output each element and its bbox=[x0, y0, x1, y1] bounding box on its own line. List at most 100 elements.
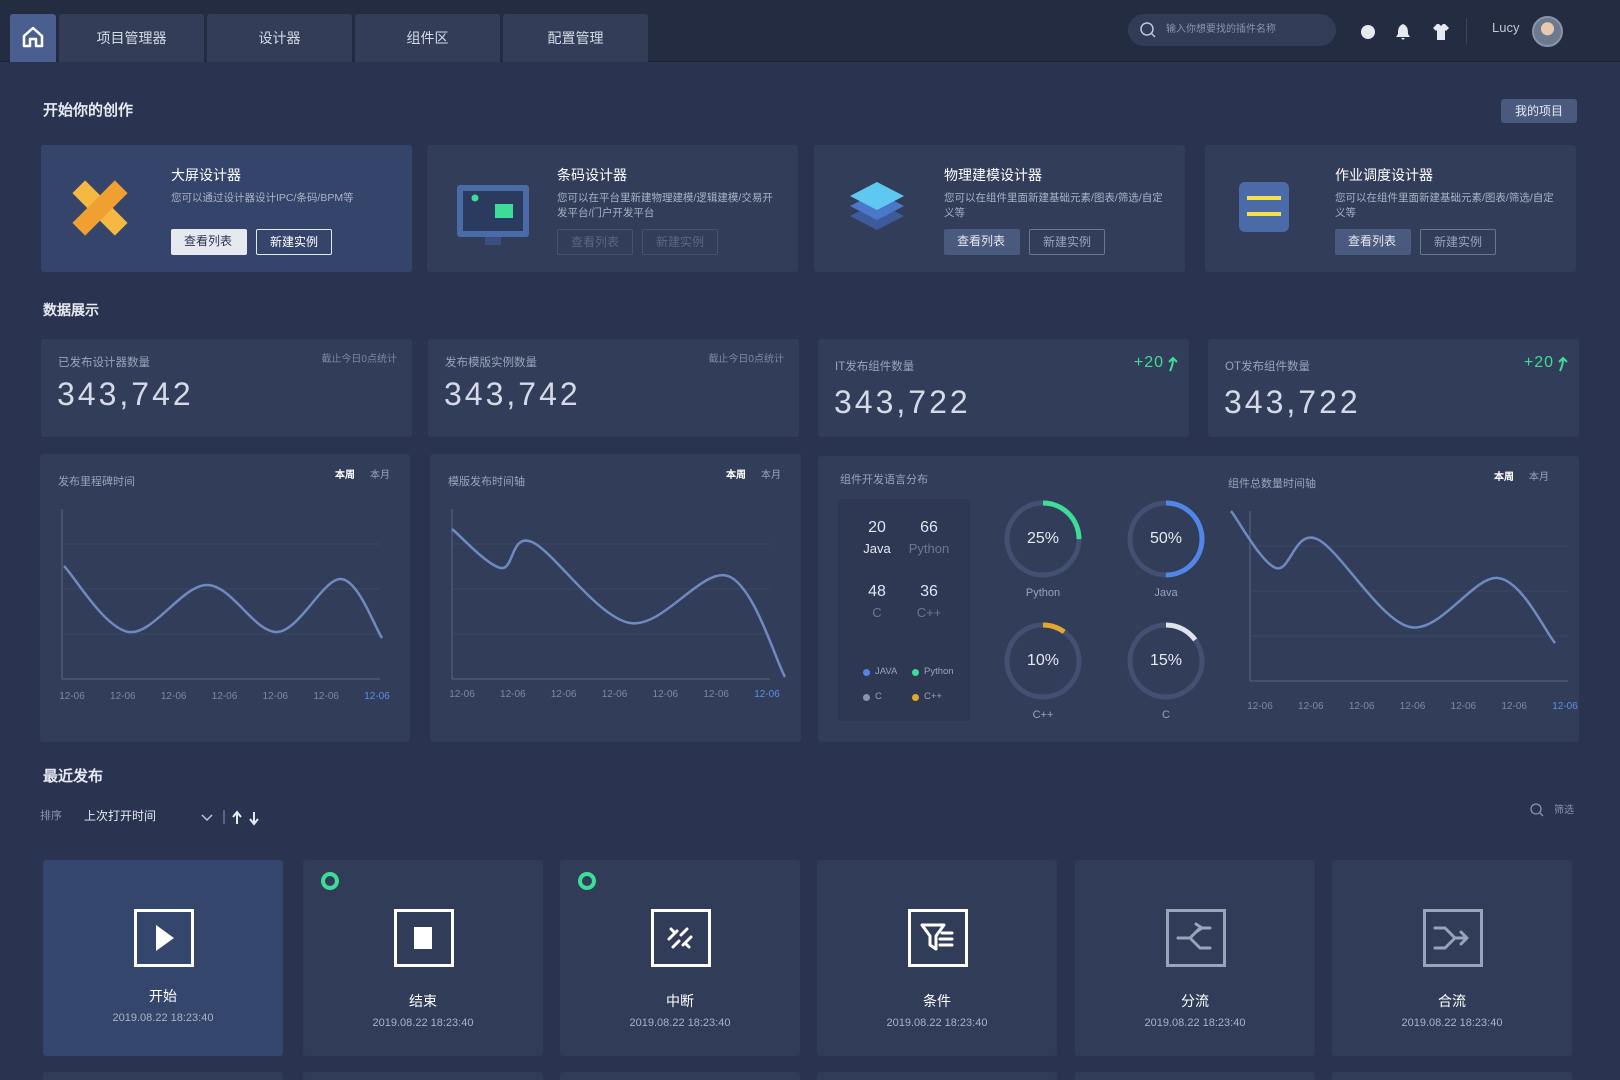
item-icon bbox=[1176, 922, 1212, 950]
card-button[interactable]: 新建实例 bbox=[1029, 229, 1105, 255]
count-name: C bbox=[872, 605, 882, 620]
x-tick-label: 12-06 bbox=[550, 689, 577, 700]
search-circle bbox=[1140, 22, 1154, 36]
card-button-label[interactable]: 新建实例 bbox=[1433, 235, 1482, 249]
recent-item-card[interactable]: 分流 2019.08.22 18:23:40 bbox=[1075, 860, 1315, 1056]
card-button-label[interactable]: 新建实例 bbox=[269, 235, 318, 249]
section-title: 开始你的创作 bbox=[43, 102, 134, 119]
nav-tab[interactable]: 项目管理器 bbox=[59, 14, 204, 62]
x-tick-label: 12-06 bbox=[449, 689, 475, 700]
legend-dot bbox=[863, 669, 870, 676]
ring-value: 25% bbox=[1026, 530, 1060, 547]
my-projects-button[interactable]: 我的项目 bbox=[1501, 99, 1577, 123]
card-title: 物理建模设计器 bbox=[944, 167, 1042, 183]
stat-note: 截止今日0点统计 bbox=[708, 354, 784, 365]
item-icon-frame bbox=[1423, 909, 1483, 967]
stat-delta: +20 bbox=[1133, 354, 1164, 371]
home-button[interactable] bbox=[10, 14, 56, 62]
sort-value[interactable]: 上次打开时间 bbox=[84, 809, 157, 823]
item-icon bbox=[667, 927, 693, 949]
nav-tab[interactable]: 组件区 bbox=[355, 14, 500, 62]
ring-value: 50% bbox=[1149, 530, 1183, 547]
card-button[interactable]: 查看列表 bbox=[944, 229, 1020, 255]
card-button[interactable]: 新建实例 bbox=[642, 229, 718, 255]
trend-line bbox=[451, 528, 787, 678]
item-name: 合流 bbox=[1438, 993, 1466, 1009]
chart-tab[interactable]: 本周 bbox=[335, 470, 355, 481]
chart-tab[interactable]: 本月 bbox=[370, 470, 390, 481]
card-button-label[interactable]: 查看列表 bbox=[956, 234, 1005, 248]
home-icon bbox=[22, 26, 44, 48]
stat-value: 343,742 bbox=[57, 376, 194, 412]
card-desc: 您可以在组件里面新建基础元素/图表/筛选/自定义等 bbox=[1335, 192, 1554, 219]
legend-dot bbox=[912, 669, 919, 676]
recent-item-card[interactable]: 中断 2019.08.22 18:23:40 bbox=[560, 860, 800, 1056]
item-icon-frame bbox=[908, 909, 968, 967]
screen-block bbox=[495, 204, 513, 218]
nav-tab-label[interactable]: 设计器 bbox=[258, 30, 301, 46]
item-icon-frame bbox=[1166, 909, 1226, 967]
card-button-label[interactable]: 新建实例 bbox=[1042, 235, 1091, 249]
recent-item-card[interactable]: 合流 2019.08.22 18:23:40 bbox=[1332, 860, 1572, 1056]
recent-item-card[interactable]: 条件 2019.08.22 18:23:40 bbox=[817, 860, 1057, 1056]
card-button[interactable]: 新建实例 bbox=[256, 229, 332, 255]
stat-card: IT发布组件数量 +20 343,722 bbox=[818, 339, 1189, 437]
card-button-label[interactable]: 查看列表 bbox=[183, 234, 232, 248]
x-tick-label: 12-06 bbox=[1348, 701, 1375, 712]
nav-tab-label[interactable]: 项目管理器 bbox=[96, 30, 167, 46]
screen-dot bbox=[471, 194, 479, 202]
card-button[interactable]: 新建实例 bbox=[1420, 229, 1496, 255]
filter-label[interactable]: 筛选 bbox=[1554, 805, 1574, 816]
card-button[interactable]: 查看列表 bbox=[557, 229, 633, 255]
card-button-label[interactable]: 新建实例 bbox=[655, 235, 704, 249]
chart-panel: 组件总数量时间轴 本周 本月 12-06 12-06 12-06 12-06 12-06 12-… bbox=[818, 456, 1579, 742]
nav-tab[interactable]: 配置管理 bbox=[503, 14, 648, 62]
card-button-label[interactable]: 查看列表 bbox=[570, 235, 619, 249]
designer-card: 大屏设计器 您可以通过设计器设计IPC/条码/BPM等 查看列表 新建实例 bbox=[41, 145, 412, 272]
ring-value: 10% bbox=[1026, 652, 1060, 669]
chart-tab[interactable]: 本周 bbox=[726, 470, 746, 481]
card-desc: 您可以通过设计器设计IPC/条码/BPM等 bbox=[171, 192, 354, 204]
nav-tab-label[interactable]: 组件区 bbox=[406, 30, 449, 46]
card-button[interactable]: 查看列表 bbox=[171, 229, 247, 255]
item-icon-frame bbox=[651, 909, 711, 967]
user-name[interactable]: Lucy bbox=[1492, 20, 1520, 35]
recent-item-card-next bbox=[1075, 1072, 1315, 1080]
search-box[interactable]: 输入你想要找的插件名称 bbox=[1128, 14, 1336, 46]
card-button-label[interactable]: 查看列表 bbox=[1347, 234, 1396, 248]
ring-name: C++ bbox=[1032, 709, 1054, 721]
x-tick-label: 12-06 bbox=[1552, 701, 1578, 712]
card-button[interactable]: 查看列表 bbox=[1335, 229, 1411, 255]
recent-item-card[interactable]: 开始 2019.08.22 18:23:40 bbox=[43, 860, 283, 1056]
nav-tab[interactable]: 设计器 bbox=[207, 14, 352, 62]
my-projects-label[interactable]: 我的项目 bbox=[1514, 104, 1563, 118]
item-name: 条件 bbox=[923, 993, 951, 1009]
filter-circle bbox=[1530, 803, 1542, 815]
legend-dot bbox=[863, 694, 870, 701]
stat-card: 已发布设计器数量 截止今日0点统计 343,742 bbox=[41, 339, 412, 437]
stat-value: 343,722 bbox=[834, 384, 971, 420]
count-name: Python bbox=[908, 541, 950, 556]
nav-tab-label[interactable]: 配置管理 bbox=[547, 30, 604, 46]
x-tick-label: 12-06 bbox=[160, 691, 187, 702]
item-icon-frame bbox=[134, 909, 194, 967]
x-tick-label: 12-06 bbox=[211, 691, 238, 702]
item-time: 2019.08.22 18:23:40 bbox=[1401, 1017, 1503, 1029]
ring-arc bbox=[1127, 500, 1205, 578]
designer-card: 条码设计器 您可以在平台里新建物理建模/逻辑建模/交易开发平台/门户开发平台 查看列… bbox=[427, 145, 798, 272]
recent-item-card[interactable]: 结束 2019.08.22 18:23:40 bbox=[303, 860, 543, 1056]
legend-dot bbox=[912, 694, 919, 701]
item-time: 2019.08.22 18:23:40 bbox=[1144, 1017, 1246, 1029]
stat-label: 已发布设计器数量 bbox=[58, 357, 150, 369]
chart-tab[interactable]: 本周 bbox=[1494, 472, 1514, 483]
home-shape bbox=[22, 26, 44, 48]
item-icon-frame bbox=[394, 909, 454, 967]
chart-tab[interactable]: 本月 bbox=[761, 470, 781, 481]
x-tick-label: 12-06 bbox=[1247, 701, 1273, 712]
chart-title: 组件开发语言分布 bbox=[840, 474, 928, 486]
user-avatar[interactable] bbox=[1532, 16, 1563, 47]
line-chart bbox=[451, 509, 787, 680]
sort-down bbox=[249, 812, 259, 826]
chart-tab[interactable]: 本月 bbox=[1529, 472, 1549, 483]
